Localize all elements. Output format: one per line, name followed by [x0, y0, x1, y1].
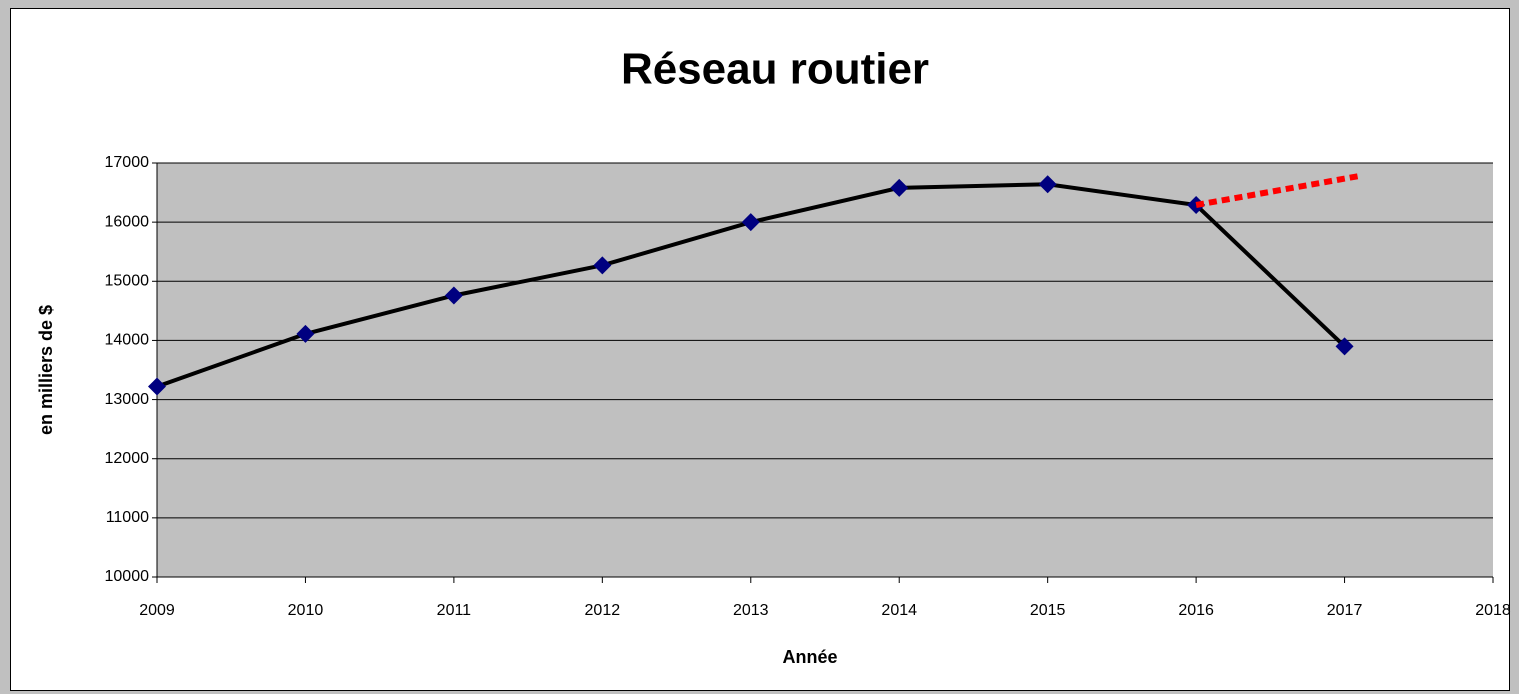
data-point	[890, 178, 909, 197]
data-point	[1335, 337, 1354, 356]
series-line	[1195, 173, 1360, 208]
x-tick-label: 2013	[733, 602, 769, 619]
y-tick-label: 15000	[105, 273, 150, 290]
data-point	[1038, 175, 1057, 194]
y-tick-label: 10000	[105, 568, 150, 585]
y-tick-label: 12000	[105, 450, 150, 467]
y-axis-label: en milliers de $	[36, 305, 56, 435]
x-tick-label: 2016	[1178, 602, 1214, 619]
y-tick-label: 13000	[105, 391, 150, 408]
x-tick-label: 2012	[585, 602, 621, 619]
data-point	[444, 286, 463, 305]
y-tick-label: 14000	[105, 332, 150, 349]
x-tick-label: 2010	[288, 602, 324, 619]
x-tick-label: 2018	[1475, 602, 1511, 619]
y-tick-label: 11000	[106, 509, 149, 526]
x-tick-label: 2014	[881, 602, 917, 619]
y-tick-label: 17000	[105, 154, 150, 171]
chart-title: Réseau routier	[621, 45, 929, 94]
data-point	[296, 324, 315, 343]
data-point	[148, 377, 166, 396]
x-tick-label: 2009	[139, 602, 175, 619]
data-point	[741, 213, 760, 232]
data-point	[593, 256, 612, 275]
x-tick-label: 2017	[1327, 602, 1363, 619]
y-tick-label: 16000	[105, 213, 150, 230]
x-tick-label: 2011	[437, 602, 472, 619]
x-axis-label: Année	[782, 647, 837, 667]
x-tick-label: 2015	[1030, 602, 1066, 619]
plot-area	[157, 163, 1493, 577]
